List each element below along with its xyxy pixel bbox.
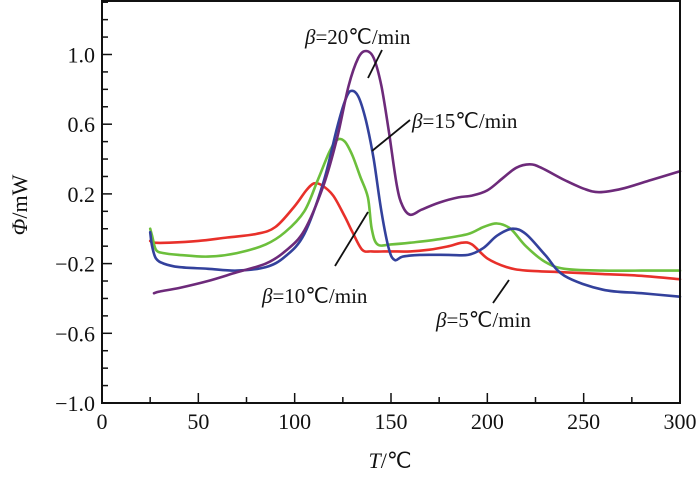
y-axis-title: Φ/mW <box>7 174 32 235</box>
annotation-leader-10 <box>334 211 369 267</box>
series-line-4 <box>152 49 682 295</box>
annotation-leader-20 <box>367 49 383 79</box>
annotation-var-5: β <box>435 308 447 332</box>
x-axis-title-var: T <box>368 448 382 473</box>
y-tick-label: 0.2 <box>68 182 96 207</box>
annotations: β=20℃/min β=15℃/min β=10℃/min β=5℃/min <box>261 25 531 332</box>
annotation-label-15: β=15℃/min <box>411 109 518 133</box>
x-tick-label: 50 <box>187 409 209 434</box>
series-line-1 <box>148 181 682 281</box>
annotation-leader-5 <box>492 279 510 304</box>
annotation-var-15: β <box>411 109 423 133</box>
ticks-layer: 050100150200250300−1.0−0.6−0.20.20.61.01… <box>55 1 697 434</box>
y-tick-label: −1.0 <box>55 391 95 416</box>
axes-layer <box>101 0 681 404</box>
series-line-3 <box>148 89 682 298</box>
y-tick-label: −0.6 <box>55 321 95 346</box>
x-axis-title: T/℃ <box>368 448 411 473</box>
annotation-rest-10: =10℃/min <box>272 284 367 308</box>
series-layer <box>148 49 682 298</box>
x-axis-title-unit: /℃ <box>381 448 412 473</box>
x-tick-label: 0 <box>97 409 108 434</box>
annotation-rest-5: =5℃/min <box>446 308 531 332</box>
series-line-2 <box>148 137 682 273</box>
annotation-label-5: β=5℃/min <box>435 308 531 332</box>
y-axis-title-unit: /mW <box>7 174 32 218</box>
annotation-var-10: β <box>261 284 273 308</box>
annotation-label-20: β=20℃/min <box>304 25 411 49</box>
y-tick-label: −0.2 <box>55 252 95 277</box>
annotation-leader-15 <box>371 119 411 152</box>
annotation-var-20: β <box>304 25 316 49</box>
x-tick-label: 150 <box>375 409 408 434</box>
annotation-rest-15: =15℃/min <box>422 109 517 133</box>
x-tick-label: 200 <box>471 409 504 434</box>
annotation-label-10: β=10℃/min <box>261 284 368 308</box>
y-tick-label: 0.6 <box>68 112 96 137</box>
annotation-rest-20: =20℃/min <box>315 25 410 49</box>
y-axis-title-var: Φ <box>7 218 32 235</box>
x-tick-label: 250 <box>567 409 600 434</box>
y-tick-label: 1.0 <box>68 42 96 67</box>
plot-frame <box>101 0 681 404</box>
x-tick-label: 300 <box>664 409 697 434</box>
x-tick-label: 100 <box>278 409 311 434</box>
